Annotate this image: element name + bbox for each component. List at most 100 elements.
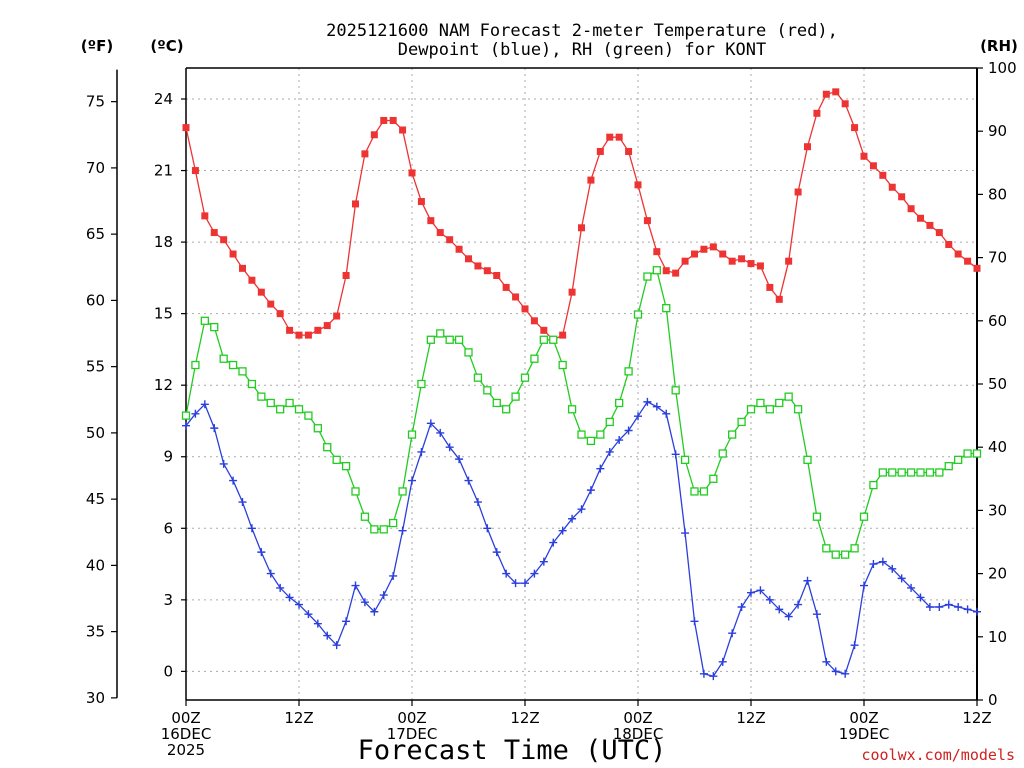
fahrenheit-tick-label: 50 xyxy=(86,424,105,442)
fahrenheit-tick-label: 60 xyxy=(86,291,105,309)
fahrenheit-tick-label: 65 xyxy=(86,225,105,243)
rh-point xyxy=(200,316,209,325)
temperature-point xyxy=(559,331,567,339)
rh-point xyxy=(426,335,435,344)
rh-point xyxy=(746,405,756,414)
dewpoint-point xyxy=(944,600,953,609)
dewpoint-point xyxy=(841,669,850,678)
rh-series xyxy=(181,266,982,559)
temperature-point xyxy=(333,312,341,320)
rh-point xyxy=(191,360,200,370)
chart-title-line-1: 2025121600 NAM Forecast 2-meter Temperat… xyxy=(326,21,838,41)
rh-point xyxy=(398,487,407,496)
chart-title-line-2: Dewpoint (blue), RH (green) for KONT xyxy=(398,40,766,60)
dewpoint-point xyxy=(436,428,445,437)
dewpoint-point xyxy=(822,657,831,666)
dewpoint-point xyxy=(765,595,774,604)
temperature-point xyxy=(794,188,802,196)
dewpoint-point xyxy=(473,498,482,507)
x-axis-label: Forecast Time (UTC) xyxy=(358,735,667,766)
dewpoint-point xyxy=(313,619,322,628)
fahrenheit-tick-label: 45 xyxy=(86,490,105,508)
dewpoint-point xyxy=(718,657,727,666)
rh-point xyxy=(784,392,793,401)
rh-point xyxy=(624,367,633,376)
rh-point xyxy=(341,462,351,471)
temperature-point xyxy=(738,255,746,263)
dewpoint-point xyxy=(502,569,511,578)
time-tick-label: 00Z xyxy=(397,709,426,727)
rh-tick-label: 20 xyxy=(988,565,1007,583)
rh-point xyxy=(210,322,219,332)
temperature-point xyxy=(220,236,228,244)
rh-point xyxy=(906,468,916,477)
temperature-line xyxy=(185,91,978,341)
grid-lines xyxy=(186,68,977,700)
rh-point xyxy=(690,487,699,496)
rh-point xyxy=(756,398,765,408)
rh-point xyxy=(878,468,887,477)
time-tick-label: 12Z xyxy=(510,709,539,727)
temperature-point xyxy=(860,152,868,160)
temperature-point xyxy=(964,257,972,265)
dewpoint-point xyxy=(973,607,981,616)
dewpoint-point xyxy=(728,629,737,638)
rh-point xyxy=(605,417,614,427)
temperature-series xyxy=(182,88,981,344)
temperature-point xyxy=(832,88,840,96)
celsius-tick-label: 9 xyxy=(163,448,173,466)
time-tick-label: 19DEC xyxy=(839,725,890,743)
temperature-point xyxy=(540,326,548,334)
dewpoint-point xyxy=(530,569,539,578)
temperature-point xyxy=(361,150,369,158)
temperature-point xyxy=(314,326,322,334)
temperature-point xyxy=(606,133,614,141)
temperature-point xyxy=(719,250,727,258)
temperature-point xyxy=(446,236,454,244)
rh-point xyxy=(389,518,398,528)
temperature-point xyxy=(483,267,491,275)
rh-point xyxy=(775,398,784,408)
time-tick-label: 12Z xyxy=(736,709,765,727)
dewpoint-point xyxy=(963,605,972,614)
dewpoint-point xyxy=(568,514,577,523)
temperature-point xyxy=(700,245,708,253)
fahrenheit-tick-label: 30 xyxy=(86,689,105,707)
dewpoint-point xyxy=(210,424,219,433)
rh-point xyxy=(643,272,652,281)
temperature-point xyxy=(841,100,849,108)
temperature-point xyxy=(276,310,284,318)
rh-point xyxy=(822,544,831,553)
dewpoint-point xyxy=(389,571,398,580)
fahrenheit-axis-unit: (ºF) xyxy=(81,37,113,55)
celsius-tick-label: 6 xyxy=(163,519,173,537)
rh-point xyxy=(549,335,558,344)
dewpoint-point xyxy=(191,409,200,418)
dewpoint-point xyxy=(351,581,360,590)
temperature-point xyxy=(869,162,877,170)
temperature-point xyxy=(813,109,821,117)
temperature-point xyxy=(493,271,501,279)
time-tick-label: 2025 xyxy=(167,741,205,759)
temperature-point xyxy=(625,147,633,155)
dewpoint-point xyxy=(426,419,435,428)
rh-point xyxy=(709,474,718,483)
dewpoint-point xyxy=(370,607,379,616)
dewpoint-point xyxy=(699,669,708,678)
fahrenheit-tick-label: 40 xyxy=(86,556,105,574)
fahrenheit-tick-label: 35 xyxy=(86,623,105,641)
time-tick-label: 12Z xyxy=(284,709,313,727)
rh-point xyxy=(803,455,812,464)
temperature-point xyxy=(662,267,670,275)
dewpoint-point xyxy=(398,526,407,535)
temperature-point xyxy=(898,193,906,201)
dewpoint-point xyxy=(794,600,803,609)
dewpoint-point xyxy=(935,602,944,611)
dewpoint-point xyxy=(323,631,332,640)
rh-point xyxy=(407,430,417,439)
temperature-point xyxy=(888,183,896,191)
temperature-point xyxy=(615,133,623,141)
dewpoint-point xyxy=(182,421,190,430)
temperature-point xyxy=(257,288,265,296)
